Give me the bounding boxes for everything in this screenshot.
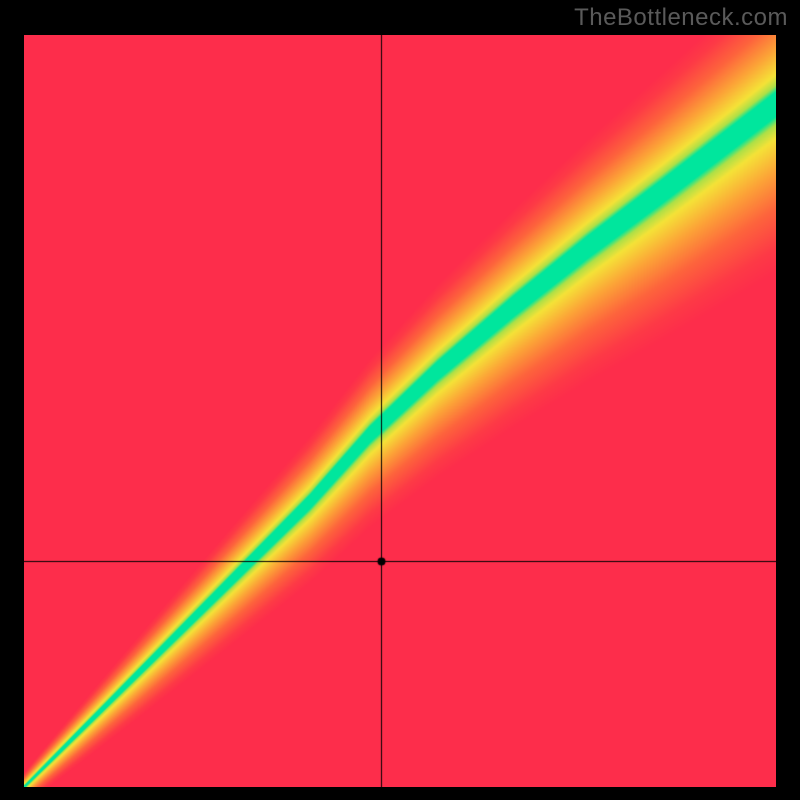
heatmap-canvas <box>24 35 776 787</box>
heatmap-wrap <box>24 35 776 787</box>
chart-container: TheBottleneck.com <box>0 0 800 800</box>
watermark-text: TheBottleneck.com <box>574 4 788 32</box>
